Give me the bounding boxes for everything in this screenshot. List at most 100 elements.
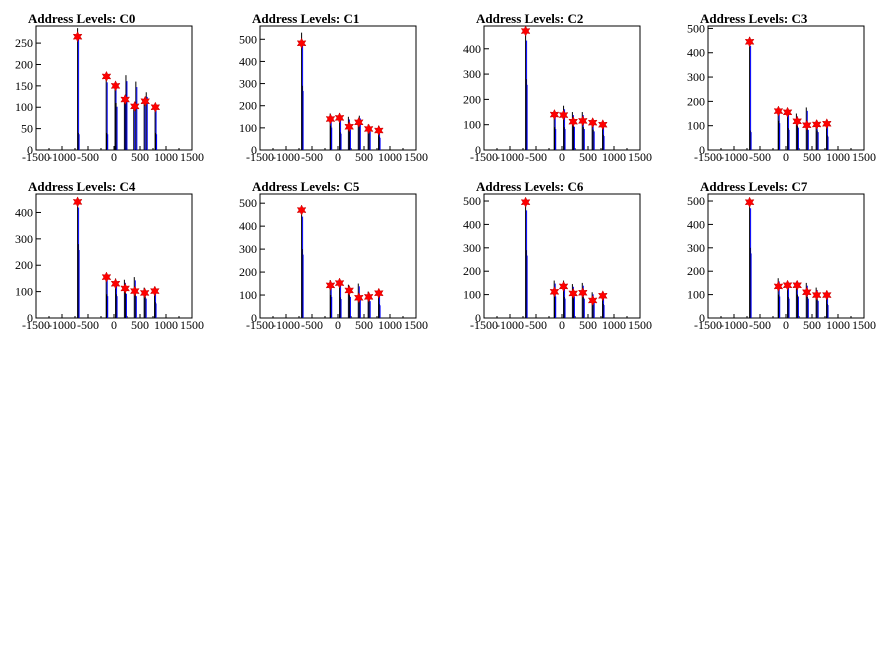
y-tick-label: 200 — [239, 265, 257, 279]
x-tick-label: -500 — [749, 318, 771, 332]
peak-marker — [120, 93, 131, 106]
x-tick-label: 0 — [335, 318, 341, 332]
y-tick-label: 200 — [15, 258, 33, 272]
peak-marker — [821, 118, 832, 130]
y-tick-label: 200 — [463, 92, 481, 106]
x-tick-label: 500 — [355, 318, 373, 332]
plot-frame — [259, 25, 417, 151]
x-tick-label: -500 — [749, 150, 771, 164]
x-tick-label: 1000 — [602, 150, 626, 164]
y-tick-label: 300 — [15, 232, 33, 246]
y-tick-label: 0 — [251, 311, 257, 325]
x-tick-label: 0 — [335, 150, 341, 164]
plot-frame — [483, 193, 641, 319]
x-tick-label: 0 — [783, 318, 789, 332]
y-tick-label: 500 — [687, 21, 705, 35]
y-tick-label: 500 — [687, 194, 705, 208]
y-tick-label: 400 — [687, 217, 705, 231]
y-tick-label: 0 — [699, 311, 705, 325]
chart-panel-c7: Address Levels: C7 -1500 -1000 -500 0 500 1000… — [672, 174, 896, 342]
x-tick-label: 1500 — [404, 150, 428, 164]
chart-canvas: -1500-1000 -500 0 500 1000 1500 0 100 200 300 400 5… — [463, 193, 652, 332]
x-tick-label: 1000 — [826, 318, 850, 332]
chart-panel-c2: Address Levels: C2 -1500 -1000 -500 0 500 1000… — [448, 6, 672, 174]
x-tick-label: 1500 — [180, 318, 204, 332]
peak-marker — [792, 115, 803, 127]
chart-title: Address Levels: C1 — [252, 11, 360, 26]
y-tick-label: 300 — [687, 70, 705, 84]
y-tick-label: 200 — [687, 94, 705, 108]
y-tick-label: 0 — [251, 143, 257, 157]
x-tick-label: 1500 — [180, 150, 204, 164]
x-tick-label: -1500 — [694, 318, 722, 332]
chart-title: Address Levels: C4 — [28, 179, 136, 194]
peak-marker — [597, 119, 608, 131]
chart-panel-c6: Address Levels: C6 -1500 -1000 -500 0 500 1000… — [448, 174, 672, 342]
y-tick-label: 200 — [687, 264, 705, 278]
peak-marker — [782, 279, 793, 291]
chart-panel-c0: Address Levels: C0 -1500 -1000 -500 0 500 1000… — [0, 6, 224, 174]
x-tick-label: -1000 — [720, 318, 748, 332]
chart-panel-c1: Address Levels: C1 -1500 -1000 -500 0 500 1000… — [224, 6, 448, 174]
x-tick-label: 500 — [803, 318, 821, 332]
y-tick-label: 400 — [239, 54, 257, 68]
x-tick-label: -1000 — [272, 150, 300, 164]
peak-marker — [363, 123, 374, 135]
peak-marker — [344, 284, 355, 297]
x-tick-label: -1000 — [272, 318, 300, 332]
peak-marker — [782, 106, 793, 118]
y-tick-label: 100 — [15, 285, 33, 299]
peak-marker — [72, 196, 83, 208]
chart-title: Address Levels: C6 — [476, 179, 584, 194]
peak-marker — [801, 286, 812, 298]
y-tick-label: 300 — [239, 77, 257, 91]
y-tick-label: 0 — [27, 311, 33, 325]
peak-marker — [744, 196, 755, 208]
x-tick-label: 1500 — [628, 318, 652, 332]
x-tick-label: 0 — [559, 150, 565, 164]
peak-marker — [821, 289, 832, 301]
x-tick-label: -1000 — [48, 318, 76, 332]
chart-canvas: -1500-1000 -500 0 500 1000 1500 0 100 200 300 400 5… — [239, 193, 428, 332]
chart-title: Address Levels: C0 — [28, 11, 136, 26]
y-tick-label: 100 — [239, 288, 257, 302]
x-tick-label: 1500 — [628, 150, 652, 164]
peak-marker — [801, 119, 812, 131]
y-tick-label: 100 — [687, 119, 705, 133]
chart-canvas: -1500-1000 -500 0 500 1000 1500 0 100 200 300 400 — [15, 193, 204, 332]
y-tick-label: 150 — [15, 79, 33, 93]
peak-marker — [792, 279, 803, 291]
peak-marker — [296, 204, 307, 216]
plot-frame — [259, 193, 417, 319]
peak-marker — [140, 95, 151, 107]
x-tick-label: 500 — [803, 150, 821, 164]
peak-marker — [101, 70, 112, 83]
x-tick-label: 1000 — [602, 318, 626, 332]
y-tick-label: 500 — [239, 32, 257, 46]
y-tick-label: 0 — [27, 143, 33, 157]
peak-marker — [129, 100, 140, 112]
peak-marker — [110, 278, 121, 290]
x-tick-label: -1500 — [22, 318, 50, 332]
x-tick-label: 0 — [111, 150, 117, 164]
peak-marker — [120, 282, 131, 295]
peak-marker — [568, 287, 579, 300]
peak-marker — [744, 36, 755, 48]
peak-marker — [334, 112, 345, 124]
y-tick-label: 250 — [15, 36, 33, 50]
x-tick-label: -1500 — [470, 150, 498, 164]
y-tick-label: 200 — [239, 99, 257, 113]
chart-title: Address Levels: C2 — [476, 11, 584, 26]
peak-marker — [325, 113, 336, 125]
x-tick-label: 0 — [559, 318, 565, 332]
x-tick-label: -500 — [301, 150, 323, 164]
x-tick-label: -1500 — [694, 150, 722, 164]
x-tick-label: 500 — [131, 150, 149, 164]
chart-panel-c4: Address Levels: C4 -1500 -1000 -500 0 500 1000… — [0, 174, 224, 342]
peak-marker — [363, 291, 374, 303]
x-tick-label: 1500 — [852, 150, 876, 164]
peak-marker — [811, 289, 822, 301]
x-tick-label: 500 — [579, 150, 597, 164]
x-tick-label: -500 — [77, 150, 99, 164]
peak-marker — [373, 287, 384, 299]
